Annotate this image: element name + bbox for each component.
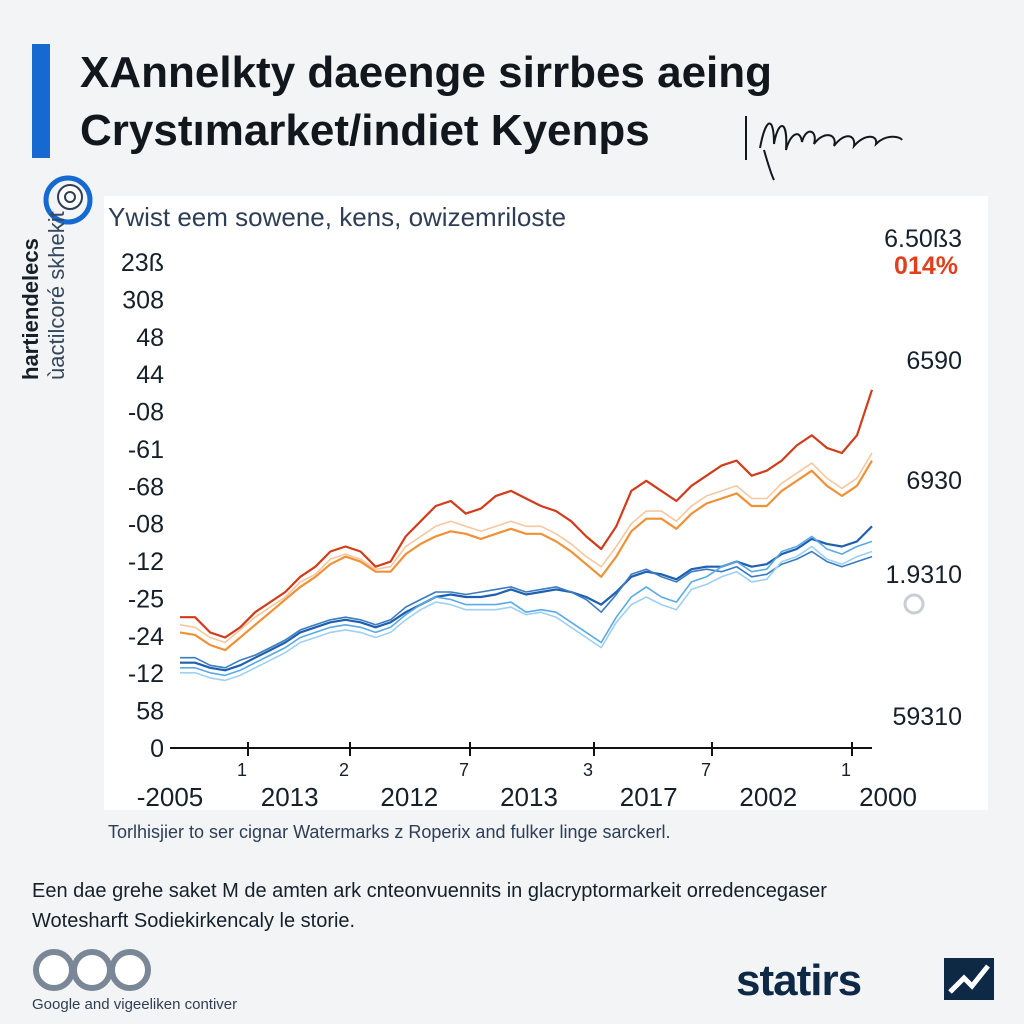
- x-minor-tick-label: 7: [701, 760, 711, 780]
- series-line-1: [180, 389, 874, 639]
- y-tick-label-left: 48: [136, 324, 164, 352]
- y-tick-label-left: -25: [128, 585, 164, 613]
- description-text: Een dae grehe saket M de amten ark cnteo…: [32, 876, 932, 936]
- y-tick-label-left: 58: [136, 698, 164, 726]
- x-tick-label: 2000: [859, 782, 917, 812]
- y-tick-label-right: 6590: [906, 347, 962, 375]
- series-line-4: [180, 525, 873, 672]
- description-line-1: Een dae grehe saket M de amten ark cnteo…: [32, 880, 827, 902]
- y-tick-label-left: 44: [136, 361, 164, 389]
- brand-logo-icon: [944, 958, 994, 1000]
- x-minor-tick-label: 7: [459, 760, 469, 780]
- x-minor-tick-label: 1: [237, 760, 247, 780]
- marker-icon: [903, 593, 925, 615]
- y-tick-label-right: 6930: [906, 467, 962, 495]
- brand-emblem-icon: [43, 175, 93, 225]
- y-tick-label-left: -68: [128, 473, 164, 501]
- series-line-5: [180, 550, 873, 669]
- y-tick-label-right: 6.50ß3: [884, 225, 962, 253]
- title-accent-bar: [32, 44, 50, 158]
- x-minor-tick-label: 3: [583, 760, 593, 780]
- x-tick-label: 2013: [500, 782, 558, 812]
- chart-subtitle: Ywist eem sowene, kens, owizemriloste: [108, 202, 567, 232]
- y-tick-label-left: -08: [128, 399, 164, 427]
- description-line-2: Wotesharft Sodiekirkencaly le storie.: [32, 910, 356, 932]
- x-tick-label: -2005: [137, 782, 204, 812]
- y-tick-label-right: 59310: [892, 703, 962, 731]
- page-title: XAnnelkty daeenge sirrbes aeing Crystıma…: [80, 44, 980, 160]
- y-tick-label-left: -61: [128, 436, 164, 464]
- series-line-3: [179, 452, 873, 644]
- chart-card: [104, 196, 988, 810]
- creative-commons-icon: [33, 949, 151, 991]
- title-line-1: XAnnelkty daeenge sirrbes aeing: [80, 48, 773, 97]
- source-text: Google and vigeeliken contiver: [32, 996, 238, 1013]
- y-tick-label-left: -12: [128, 660, 164, 688]
- x-tick-label: 2013: [261, 782, 319, 812]
- title-line-2: Crystımarket/indiet Kyenps: [80, 106, 650, 155]
- y-tick-label-left: 308: [122, 286, 164, 314]
- x-tick-label: 2002: [739, 782, 797, 812]
- x-tick-label: 2012: [380, 782, 438, 812]
- series-line-2: [179, 460, 873, 652]
- series-line-6: [180, 535, 873, 677]
- y-tick-label-left: 0: [150, 735, 164, 763]
- chart-footnote: Torlhisjier to ser cignar Watermarks z R…: [108, 822, 671, 842]
- end-badge-label: 014%: [894, 252, 958, 280]
- x-minor-tick-label: 1: [841, 760, 851, 780]
- y-tick-label-right: 1.9310: [886, 561, 962, 589]
- signature-mark: [745, 116, 903, 181]
- brand-wordmark[interactable]: statirs: [736, 956, 862, 1005]
- x-minor-tick-label: 2: [339, 760, 349, 780]
- y-tick-label-left: 23ß: [121, 249, 164, 277]
- y-tick-label-left: -24: [128, 623, 164, 651]
- y-tick-label-left: -08: [128, 511, 164, 539]
- x-tick-label: 2017: [620, 782, 678, 812]
- series-line-7: [180, 545, 873, 682]
- y-tick-label-left: -12: [128, 548, 164, 576]
- end-badge-bg: [888, 254, 962, 280]
